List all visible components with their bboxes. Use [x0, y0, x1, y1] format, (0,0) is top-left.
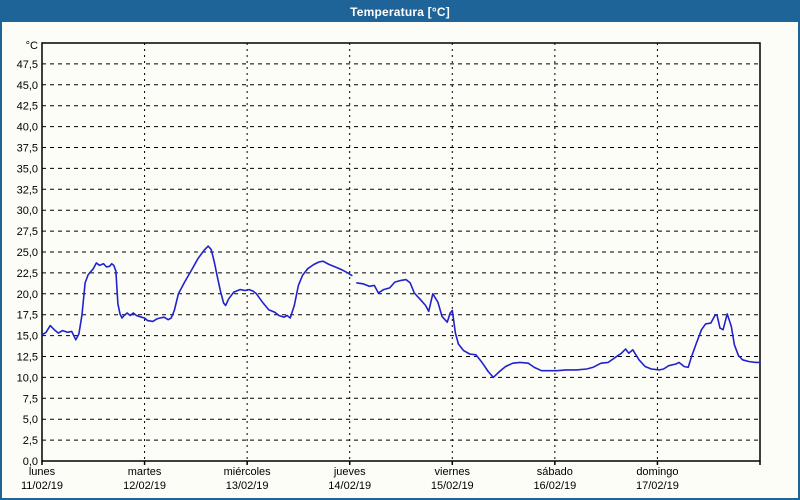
x-day-label: miércoles [224, 466, 272, 478]
temperature-line [41, 245, 353, 341]
y-axis-unit-label: °C [26, 40, 38, 52]
y-tick-label: 10,0 [17, 372, 38, 384]
x-date-label: 16/02/19 [533, 480, 576, 492]
temperature-chart: °C 47,5 45,0 42,5 40,0 37,5 35,0 32,5 30,0 27,5 25… [2, 22, 798, 498]
y-tick-label: 27,5 [17, 226, 38, 238]
y-tick-label: 22,5 [17, 268, 38, 280]
chart-svg: °C 47,5 45,0 42,5 40,0 37,5 35,0 32,5 30,0 27,5 25… [17, 40, 761, 492]
window-titlebar[interactable]: Temperatura [°C] [2, 2, 798, 22]
y-tick-label: 35,0 [17, 163, 38, 175]
y-tick-label: 2,5 [23, 435, 38, 447]
x-day-label: viernes [435, 466, 471, 478]
x-day-label: martes [128, 466, 162, 478]
x-date-label: 17/02/19 [636, 480, 679, 492]
y-tick-label: 25,0 [17, 247, 38, 259]
x-day-label: jueves [333, 466, 366, 478]
y-tick-label: 0,0 [23, 456, 38, 468]
x-date-label: 12/02/19 [123, 480, 166, 492]
x-day-label: lunes [29, 466, 56, 478]
y-tick-label: 45,0 [17, 80, 38, 92]
y-tick-label: 40,0 [17, 122, 38, 134]
plot-border [41, 42, 761, 462]
x-date-label: 14/02/19 [328, 480, 371, 492]
x-day-label: domingo [636, 466, 678, 478]
x-date-label: 11/02/19 [21, 480, 63, 492]
window-title: Temperatura [°C] [350, 5, 450, 19]
temperature-line [356, 278, 761, 379]
y-tick-label: 20,0 [17, 289, 38, 301]
x-day-label: sábado [537, 466, 573, 478]
y-tick-label: 42,5 [17, 101, 38, 113]
x-date-label: 13/02/19 [226, 480, 269, 492]
y-tick-label: 15,0 [17, 331, 38, 343]
y-tick-label: 30,0 [17, 205, 38, 217]
x-date-label: 15/02/19 [431, 480, 474, 492]
y-tick-label: 7,5 [23, 393, 38, 405]
y-tick-label: 32,5 [17, 184, 38, 196]
y-tick-label: 12,5 [17, 352, 38, 364]
y-tick-label: 17,5 [17, 310, 38, 322]
y-tick-label: 5,0 [23, 414, 38, 426]
y-tick-label: 37,5 [17, 143, 38, 155]
y-tick-label: 47,5 [17, 59, 38, 71]
